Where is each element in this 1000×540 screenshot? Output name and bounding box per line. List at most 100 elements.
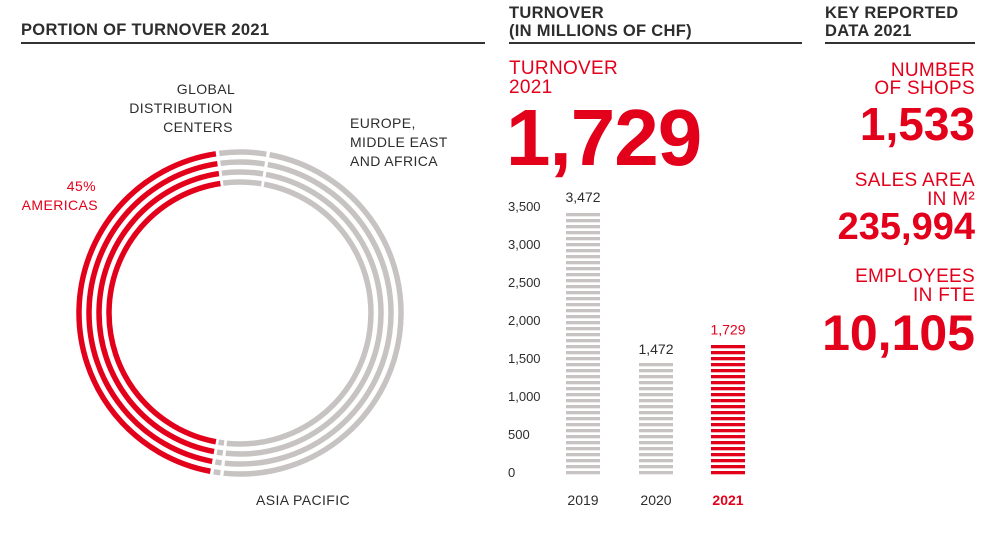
bar-stripe: [711, 345, 745, 349]
bar-stripe: [566, 405, 600, 409]
bar-stripe: [566, 435, 600, 439]
bar-stripe: [711, 471, 745, 475]
americas-pct-label: 45%: [67, 178, 96, 194]
donut-rings: [76, 149, 404, 477]
bar-stripe: [566, 279, 600, 283]
bar-2020: [639, 363, 673, 475]
turnover-rule: [509, 42, 802, 44]
bar-stripe: [639, 417, 673, 421]
bar-stripe: [711, 459, 745, 463]
bar-stripe: [711, 405, 745, 409]
emea-label-2: MIDDLE EAST: [350, 134, 448, 150]
bar-stripe: [639, 387, 673, 391]
key-rule: [825, 42, 975, 44]
employees-value: 10,105: [822, 305, 975, 361]
bar-stripe: [639, 447, 673, 451]
donut-slice-americas-ring-1: [106, 180, 221, 445]
bar-stripe: [639, 459, 673, 463]
bar-stripe: [566, 297, 600, 301]
bar-value-label-2021: 1,729: [710, 322, 745, 338]
bar-stripe: [639, 375, 673, 379]
donut-slice-global-distribution-centers-ring-4: [218, 149, 267, 157]
donut-slice-global-distribution-centers-ring-1: [222, 179, 262, 187]
bar-stripe: [639, 363, 673, 367]
americas-label: AMERICAS: [22, 197, 98, 213]
bar-stripe: [566, 225, 600, 229]
y-tick-label: 2,500: [508, 275, 541, 290]
bar-stripe: [711, 429, 745, 433]
bar-stripe: [566, 471, 600, 475]
bar-stripe: [639, 399, 673, 403]
bar-stripe: [566, 369, 600, 373]
donut-slice-europe-middle-east-and-africa-ring-4: [223, 152, 404, 477]
bar-stripe: [566, 423, 600, 427]
bar-2019: [566, 213, 600, 475]
bar-stripe: [566, 291, 600, 295]
gdc-label-3: CENTERS: [163, 119, 233, 135]
bar-stripe: [566, 213, 600, 217]
y-axis-ticks: 0 500 1,000 1,500 2,000 2,500 3,000 3,500: [508, 199, 541, 480]
gdc-label-2: DISTRIBUTION: [129, 100, 233, 116]
bar-stripe: [639, 471, 673, 475]
bar-stripe: [566, 237, 600, 241]
bar-stripe: [566, 309, 600, 313]
bar-value-label-2019: 3,472: [565, 190, 600, 205]
x-tick-label-2021: 2021: [712, 492, 743, 508]
bar-stripe: [711, 417, 745, 421]
employees-label-1: EMPLOYEES: [855, 266, 975, 287]
bar-stripe: [566, 255, 600, 259]
bar-stripe: [566, 375, 600, 379]
bar-stripe: [566, 231, 600, 235]
y-tick-label: 1,500: [508, 351, 541, 366]
x-tick-label-2019: 2019: [567, 492, 598, 508]
bar-stripe: [566, 363, 600, 367]
key-panel: KEY REPORTED DATA 2021 NUMBER OF SHOPS 1…: [822, 0, 975, 536]
bar-stripe: [639, 411, 673, 415]
y-tick-label: 2,000: [508, 313, 541, 328]
sales-area-label-1: SALES AREA: [854, 170, 975, 191]
bar-stripe: [566, 267, 600, 271]
donut-slice-global-distribution-centers-ring-2: [221, 169, 264, 177]
turnover-highlight-label-2: 2021: [509, 77, 553, 98]
turnover-panel: TURNOVER (IN MILLIONS OF CHF) TURNOVER 2…: [506, 0, 802, 536]
donut-slice-europe-middle-east-and-africa-ring-3: [224, 161, 394, 467]
y-tick-label: 500: [508, 427, 530, 442]
turnover-highlight-value: 1,729: [506, 93, 702, 182]
employees-label-2: IN FTE: [913, 285, 975, 306]
shops-label-2: OF SHOPS: [874, 78, 975, 99]
y-tick-label: 3,000: [508, 237, 541, 252]
x-axis-labels: 2019 2020 2021: [567, 492, 743, 508]
donut-slice-europe-middle-east-and-africa-ring-1: [226, 181, 374, 447]
bar-stripe: [639, 423, 673, 427]
bar-stripe: [711, 411, 745, 415]
portion-rule: [21, 42, 485, 44]
bar-stripe: [639, 429, 673, 433]
sales-area-value: 235,994: [837, 206, 975, 248]
bar-stripe: [566, 345, 600, 349]
shops-label-1: NUMBER: [890, 60, 975, 81]
donut-slice-asia-pacific-ring-1: [218, 439, 225, 446]
gdc-label-1: GLOBAL: [177, 81, 235, 97]
bar-stripe: [639, 369, 673, 373]
bar-stripe: [711, 375, 745, 379]
bar-stripe: [566, 381, 600, 385]
emea-label-3: AND AFRICA: [350, 153, 438, 169]
bar-stripe: [566, 417, 600, 421]
bar-stripe: [566, 315, 600, 319]
bar-stripe: [566, 453, 600, 457]
donut-slice-global-distribution-centers-ring-3: [220, 159, 266, 167]
bar-stripe: [711, 381, 745, 385]
bar-stripe: [711, 363, 745, 367]
bar-2021: [711, 345, 745, 475]
donut-slice-americas-ring-4: [76, 151, 217, 474]
bar-stripe: [711, 441, 745, 445]
bar-stripe: [566, 351, 600, 355]
bar-stripe: [566, 243, 600, 247]
bar-stripe: [566, 285, 600, 289]
bar-stripe: [711, 435, 745, 439]
bar-stripe: [711, 387, 745, 391]
donut-slice-europe-middle-east-and-africa-ring-2: [225, 171, 384, 457]
turnover-highlight-label-1: TURNOVER: [509, 58, 619, 79]
bar-stripe: [639, 381, 673, 385]
bar-stripe: [711, 453, 745, 457]
